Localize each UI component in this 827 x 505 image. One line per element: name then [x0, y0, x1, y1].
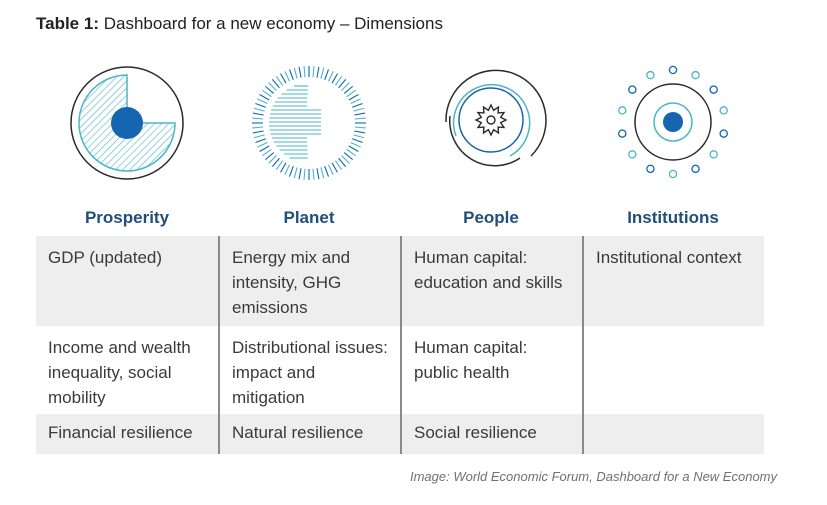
table-cell: Social resilience [400, 414, 582, 454]
table-cell: Distributional issues: impact and mitiga… [218, 326, 400, 414]
header-planet: Planet [283, 208, 335, 227]
table-cell [582, 326, 764, 414]
planet-stripes [269, 85, 322, 159]
institutions-dot-ring [618, 65, 728, 179]
table-row: Income and wealth inequality, social mob… [36, 326, 764, 414]
table-cell: Income and wealth inequality, social mob… [48, 338, 191, 407]
table-cell: GDP (updated) [48, 248, 163, 267]
page-title: Table 1: Dashboard for a new economy – D… [36, 14, 443, 34]
dimension-icons [36, 58, 764, 188]
table-cell: Institutional context [582, 236, 764, 326]
header-people: People [463, 208, 519, 227]
image-caption: Image: World Economic Forum, Dashboard f… [409, 469, 777, 484]
dimensions-table: GDP (updated) Energy mix and intensity, … [36, 236, 764, 454]
planet-icon [218, 58, 400, 188]
people-icon [400, 58, 582, 188]
table-cell: Human capital: education and skills [400, 236, 582, 326]
table-cell: Energy mix and intensity, GHG emissions [218, 236, 400, 326]
title-label: Table 1: [36, 14, 99, 33]
table-row: Financial resilience Natural resilience … [36, 414, 764, 454]
title-text: Dashboard for a new economy – Dimensions [103, 14, 443, 33]
table-cell [582, 414, 764, 454]
institutions-icon [582, 58, 764, 188]
table-cell: Human capital: public health [400, 326, 582, 414]
table-cell: Natural resilience [218, 414, 400, 454]
header-institutions: Institutions [627, 208, 719, 227]
header-prosperity: Prosperity [84, 208, 170, 227]
planet-ray-ring [252, 66, 366, 180]
table-cell: Financial resilience [48, 423, 193, 442]
table-row: GDP (updated) Energy mix and intensity, … [36, 236, 764, 326]
column-headers: Prosperity Planet People Institutions [36, 200, 764, 236]
prosperity-icon [36, 58, 218, 188]
